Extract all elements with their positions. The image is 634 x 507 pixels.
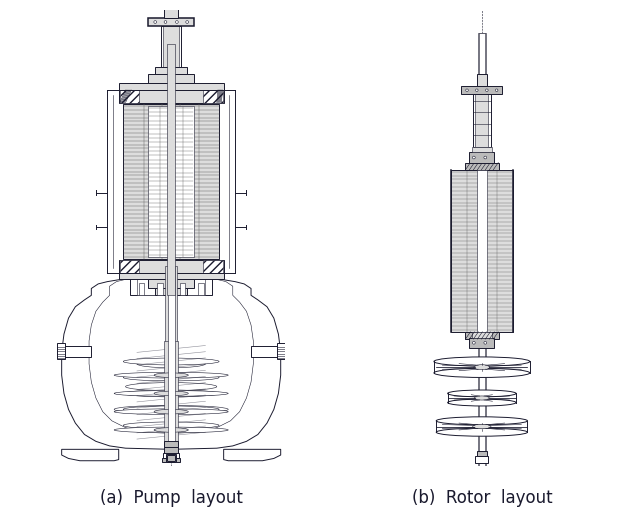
Ellipse shape: [137, 360, 205, 368]
Bar: [277, 343, 285, 359]
Bar: [119, 273, 224, 279]
Bar: [163, 26, 179, 67]
Ellipse shape: [154, 410, 188, 414]
Bar: [472, 332, 492, 338]
Polygon shape: [89, 279, 254, 433]
Bar: [465, 163, 499, 170]
Circle shape: [186, 21, 188, 23]
Ellipse shape: [114, 409, 228, 415]
Bar: [476, 456, 488, 463]
Text: (a)  Pump  layout: (a) Pump layout: [100, 489, 243, 507]
Circle shape: [486, 89, 488, 91]
Bar: [251, 346, 285, 357]
Ellipse shape: [434, 368, 530, 377]
Bar: [119, 260, 224, 273]
Ellipse shape: [474, 396, 489, 400]
Bar: [155, 67, 187, 74]
Ellipse shape: [114, 372, 228, 378]
Ellipse shape: [434, 357, 530, 366]
Bar: [198, 283, 204, 295]
Circle shape: [495, 89, 498, 91]
Bar: [473, 94, 491, 147]
Bar: [462, 86, 502, 94]
Ellipse shape: [126, 383, 217, 390]
Circle shape: [164, 21, 167, 23]
Ellipse shape: [123, 390, 219, 397]
Bar: [477, 451, 487, 456]
Polygon shape: [61, 273, 281, 449]
Bar: [451, 170, 513, 332]
Bar: [477, 170, 487, 332]
Circle shape: [472, 156, 476, 159]
Bar: [155, 288, 187, 295]
Bar: [164, 0, 178, 18]
Bar: [123, 103, 219, 259]
Bar: [162, 458, 180, 462]
Bar: [167, 455, 175, 461]
Ellipse shape: [114, 406, 228, 413]
Bar: [119, 83, 224, 90]
Bar: [165, 266, 177, 453]
Circle shape: [476, 89, 478, 91]
Polygon shape: [61, 449, 119, 461]
Bar: [469, 338, 495, 348]
Ellipse shape: [123, 406, 219, 413]
Polygon shape: [120, 90, 139, 102]
Bar: [139, 283, 145, 295]
Bar: [148, 18, 194, 26]
Bar: [479, 33, 484, 466]
Ellipse shape: [123, 358, 219, 365]
Ellipse shape: [154, 373, 188, 377]
Bar: [119, 90, 224, 102]
Ellipse shape: [436, 428, 527, 436]
Ellipse shape: [123, 374, 219, 381]
Text: (b)  Rotor  layout: (b) Rotor layout: [411, 489, 552, 507]
Circle shape: [176, 21, 178, 23]
Bar: [477, 74, 487, 86]
Circle shape: [484, 341, 487, 344]
Ellipse shape: [154, 391, 188, 395]
Bar: [469, 152, 495, 163]
Bar: [168, 266, 174, 453]
Bar: [164, 441, 179, 447]
Bar: [57, 346, 91, 357]
Bar: [472, 147, 492, 152]
Ellipse shape: [474, 365, 490, 370]
Bar: [465, 332, 499, 339]
Circle shape: [484, 156, 487, 159]
Bar: [130, 270, 212, 295]
Bar: [476, 94, 488, 147]
Bar: [57, 343, 65, 359]
Polygon shape: [203, 260, 223, 273]
Bar: [161, 26, 181, 67]
Bar: [167, 44, 175, 295]
Bar: [148, 74, 194, 83]
Bar: [164, 341, 178, 444]
Ellipse shape: [448, 390, 516, 397]
Bar: [148, 106, 194, 257]
Bar: [164, 447, 178, 454]
Bar: [478, 33, 486, 466]
Bar: [163, 453, 179, 458]
Ellipse shape: [448, 399, 516, 406]
Bar: [137, 276, 205, 295]
Ellipse shape: [154, 428, 188, 432]
Bar: [180, 283, 185, 295]
Polygon shape: [203, 90, 223, 102]
Ellipse shape: [114, 390, 228, 396]
Circle shape: [466, 89, 469, 91]
Bar: [166, 454, 176, 462]
Ellipse shape: [436, 417, 527, 425]
Circle shape: [154, 21, 157, 23]
Ellipse shape: [473, 424, 491, 429]
Polygon shape: [224, 449, 281, 461]
Polygon shape: [120, 260, 139, 273]
Ellipse shape: [123, 422, 219, 429]
Bar: [148, 279, 194, 288]
Circle shape: [472, 341, 476, 344]
Bar: [157, 283, 162, 295]
Ellipse shape: [114, 427, 228, 433]
